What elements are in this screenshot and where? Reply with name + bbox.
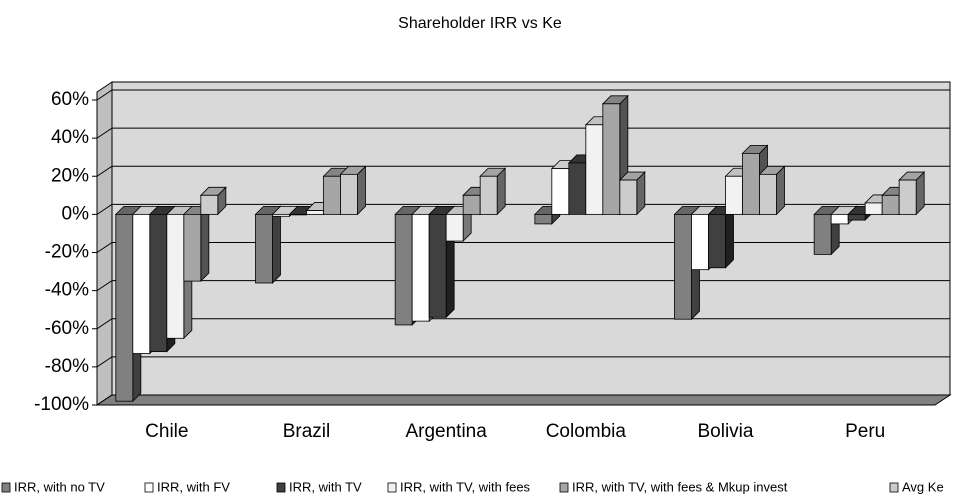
x-tick-label: Peru	[845, 421, 885, 442]
bar	[551, 168, 570, 215]
y-tick-label: -40%	[45, 280, 89, 301]
bar	[691, 213, 709, 271]
bar	[725, 175, 743, 215]
bar	[272, 213, 290, 217]
legend-swatch	[144, 482, 154, 493]
y-tick-label: 0%	[62, 203, 90, 224]
bar-group	[479, 167, 507, 216]
grid-line	[96, 203, 950, 215]
bar	[306, 210, 324, 215]
bar	[445, 213, 464, 242]
legend-swatch	[889, 482, 899, 493]
legend-swatch	[559, 482, 569, 493]
bar-side	[200, 205, 210, 283]
bar	[619, 179, 638, 215]
grid-line	[96, 89, 950, 101]
bar-side	[272, 205, 281, 284]
bar	[166, 213, 185, 339]
y-tick-label: -20%	[45, 242, 89, 263]
bar	[411, 213, 430, 322]
bar	[864, 202, 883, 215]
bar	[534, 213, 553, 225]
bar	[289, 213, 307, 216]
bar	[898, 179, 917, 215]
bar-group	[618, 171, 646, 216]
y-tick-label: 40%	[51, 127, 89, 148]
bar-group	[707, 205, 735, 269]
bar	[200, 194, 219, 215]
y-tick-label: -80%	[45, 356, 89, 377]
bar-group	[898, 171, 926, 216]
x-tick-label: Chile	[145, 421, 188, 442]
bar-group	[758, 165, 786, 216]
bar	[255, 213, 273, 284]
bar	[115, 213, 134, 402]
legend-label: IRR, with no TV	[14, 479, 105, 494]
legend-swatch	[387, 482, 397, 493]
grid-line	[96, 356, 950, 368]
bar	[149, 213, 168, 353]
bar	[742, 152, 760, 215]
y-tick-label: 60%	[51, 89, 89, 110]
y-tick-label: -100%	[34, 394, 89, 415]
bar-group	[254, 205, 282, 284]
grid-line	[96, 127, 950, 139]
legend-label: IRR, with TV, with fees	[400, 479, 531, 494]
bar	[674, 213, 692, 320]
bar	[462, 194, 481, 215]
bar	[881, 194, 900, 215]
bar	[602, 103, 621, 215]
floor	[95, 394, 952, 406]
x-tick-label: Bolivia	[698, 421, 754, 442]
grid-line	[96, 242, 950, 253]
bar	[568, 162, 587, 215]
bar	[340, 173, 358, 215]
legend-swatch	[276, 482, 286, 493]
bar	[585, 124, 604, 215]
x-tick-label: Colombia	[546, 421, 627, 442]
bar	[183, 213, 202, 282]
x-tick-label: Argentina	[405, 421, 487, 442]
bar-group	[339, 165, 367, 216]
bar	[759, 173, 777, 215]
bar	[830, 213, 849, 225]
grid-line	[96, 318, 950, 330]
bar	[132, 213, 151, 354]
bar-group	[199, 186, 227, 216]
grid-line	[96, 280, 950, 292]
bar-group	[182, 205, 210, 283]
bar-side	[725, 205, 734, 269]
y-tick-label: 20%	[51, 165, 89, 186]
grid-line	[96, 165, 950, 177]
bar	[323, 175, 341, 215]
y-tick-label: -60%	[45, 318, 89, 339]
legend-label: IRR, with FV	[157, 479, 230, 494]
bar	[394, 213, 413, 326]
bar	[813, 213, 832, 255]
bar	[428, 213, 447, 318]
legend-swatch	[1, 482, 11, 493]
bar	[479, 175, 498, 215]
legend-label: IRR, with TV, with fees & Mkup invest	[572, 479, 788, 494]
legend-label: Avg Ke	[902, 479, 944, 494]
chart-title: Shareholder IRR vs Ke	[398, 15, 562, 32]
legend-label: IRR, with TV	[289, 479, 362, 494]
x-tick-label: Brazil	[283, 421, 331, 442]
bar	[847, 213, 866, 221]
bar	[708, 213, 726, 269]
